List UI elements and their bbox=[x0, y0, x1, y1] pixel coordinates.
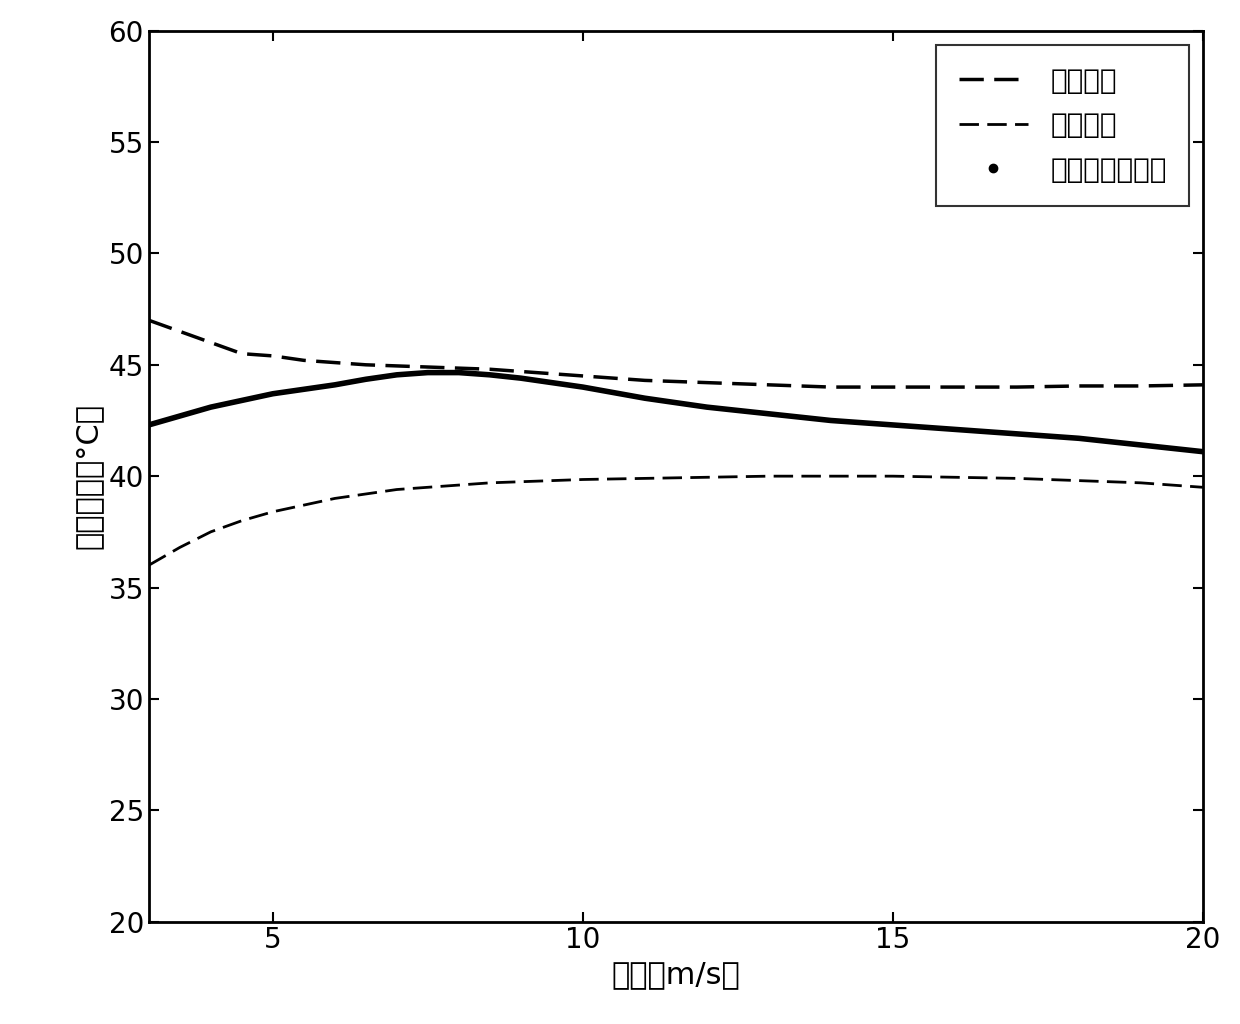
Legend: 预警上限, 预警下限, 运行最大温度値: 预警上限, 预警下限, 运行最大温度値 bbox=[936, 45, 1189, 207]
X-axis label: 风速（m/s）: 风速（m/s） bbox=[611, 961, 740, 989]
Y-axis label: 主轴温度（°C）: 主轴温度（°C） bbox=[74, 403, 103, 549]
